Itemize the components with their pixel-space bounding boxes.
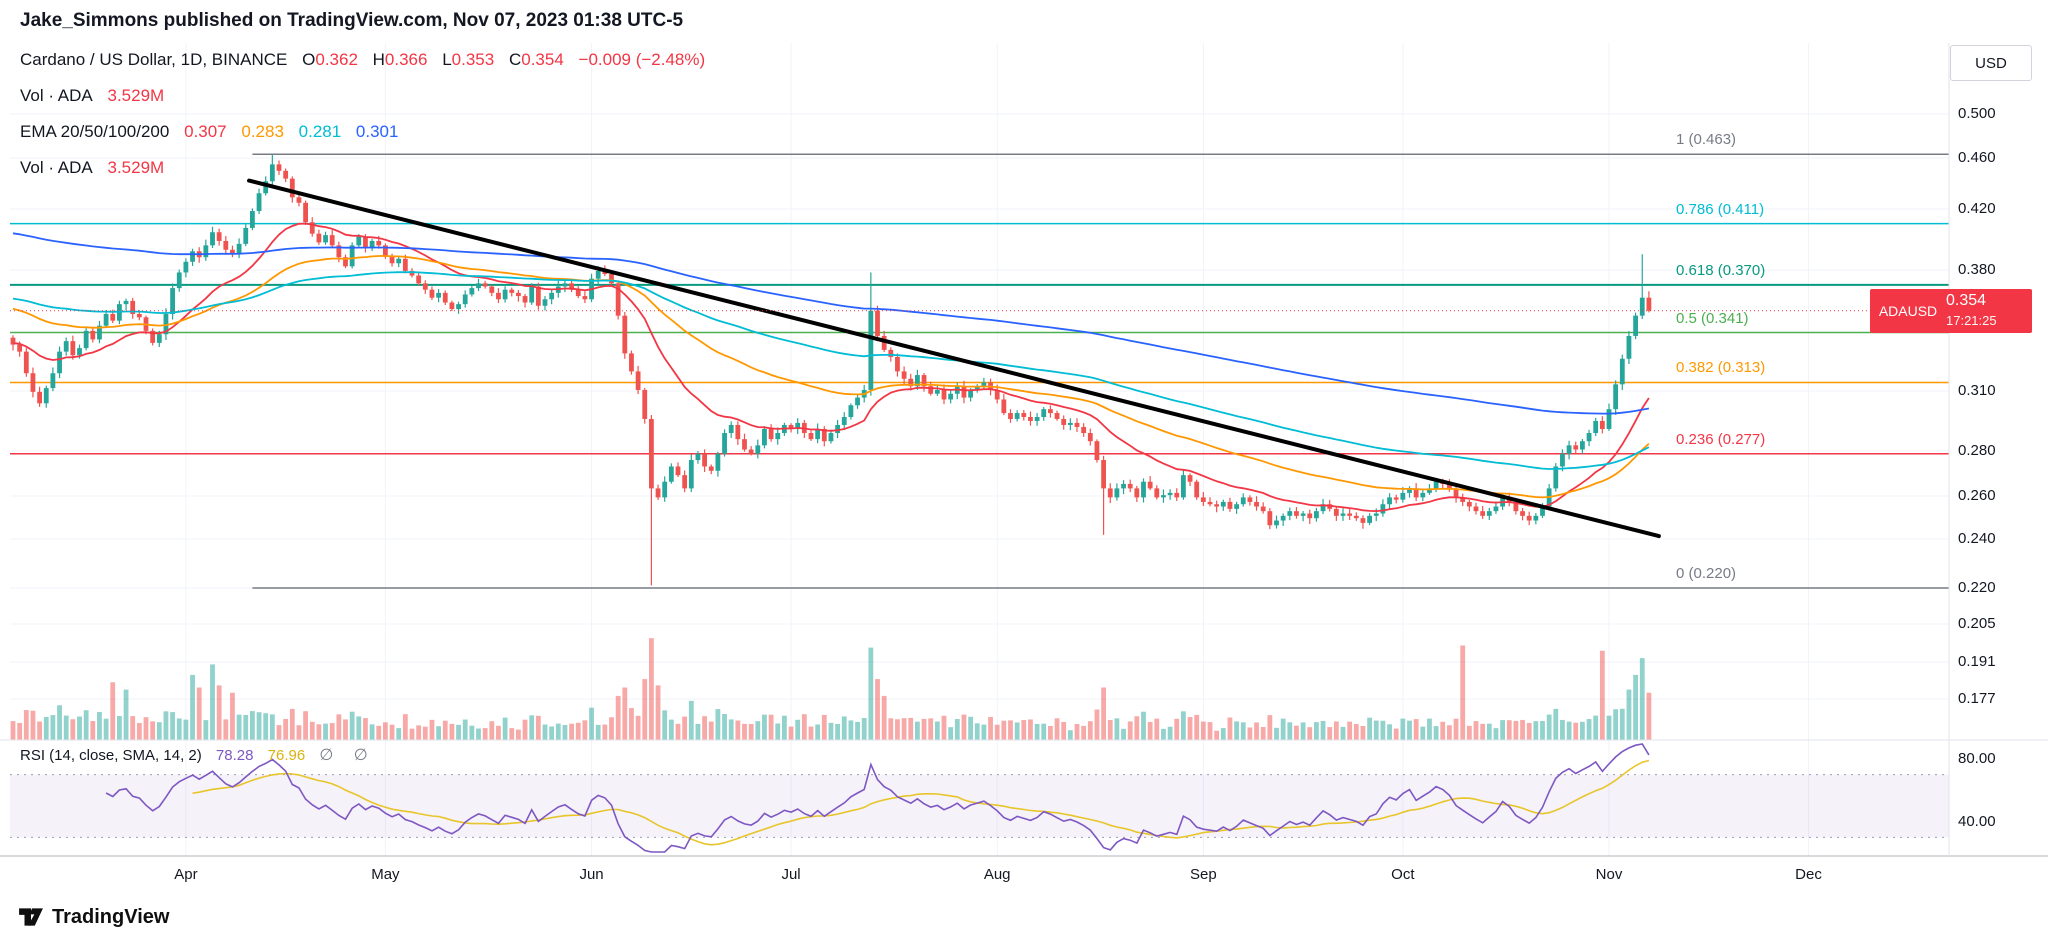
ema100-value: 0.281 (298, 122, 342, 141)
open-value: 0.362 (315, 50, 358, 69)
high-value: 0.366 (384, 50, 428, 69)
rsi-ma-value: 76.96 (267, 747, 306, 764)
low-value: 0.353 (451, 50, 495, 69)
change-value: −0.009 (−2.48%) (578, 50, 706, 69)
chart-legend: Cardano / US Dollar, 1D, BINANCE O0.362 … (20, 48, 705, 192)
price-badge-value: 0.354 (1946, 292, 1987, 309)
ema200-value: 0.301 (355, 122, 399, 141)
volume2-value: 3.529M (107, 158, 165, 177)
ema20-value: 0.307 (184, 122, 227, 141)
high-label: H (372, 50, 385, 69)
ema-legend-row[interactable]: EMA 20/50/100/200 0.307 0.283 0.281 0.30… (20, 120, 705, 156)
footer-brand[interactable]: TradingView (18, 904, 169, 930)
footer-brand-text: TradingView (52, 905, 170, 928)
publisher-header: Jake_Simmons published on TradingView.co… (20, 10, 684, 31)
close-label: C (508, 50, 522, 69)
ema50-value: 0.283 (241, 122, 284, 141)
low-label: L (442, 50, 452, 69)
hide-indicator-icons[interactable]: ∅ ∅ (319, 747, 376, 764)
rsi-label: RSI (14, close, SMA, 14, 2) (20, 747, 202, 764)
current-price-badge: ADAUSD 0.354 17:21:25 (1870, 289, 2032, 333)
symbol-title[interactable]: Cardano / US Dollar, 1D, BINANCE (20, 50, 288, 69)
volume2-label: Vol · ADA (20, 158, 93, 177)
close-value: 0.354 (521, 50, 564, 69)
volume2-legend-row[interactable]: Vol · ADA 3.529M (20, 156, 705, 192)
price-scale[interactable] (1949, 43, 2048, 856)
symbol-legend-row[interactable]: Cardano / US Dollar, 1D, BINANCE O0.362 … (20, 48, 705, 84)
tradingview-logo-icon (19, 908, 43, 926)
volume-label: Vol · ADA (20, 86, 93, 105)
currency-toggle-button[interactable]: USD (1950, 45, 2032, 81)
rsi-legend-row[interactable]: RSI (14, close, SMA, 14, 2) 78.28 76.96 … (20, 745, 376, 765)
volume-legend-row[interactable]: Vol · ADA 3.529M (20, 84, 705, 120)
ema-label: EMA 20/50/100/200 (20, 122, 170, 141)
price-badge-countdown: 17:21:25 (1946, 313, 1997, 328)
volume-value: 3.529M (107, 86, 165, 105)
open-label: O (302, 50, 316, 69)
rsi-value: 78.28 (215, 747, 254, 764)
price-badge-symbol: ADAUSD (1878, 303, 1938, 319)
